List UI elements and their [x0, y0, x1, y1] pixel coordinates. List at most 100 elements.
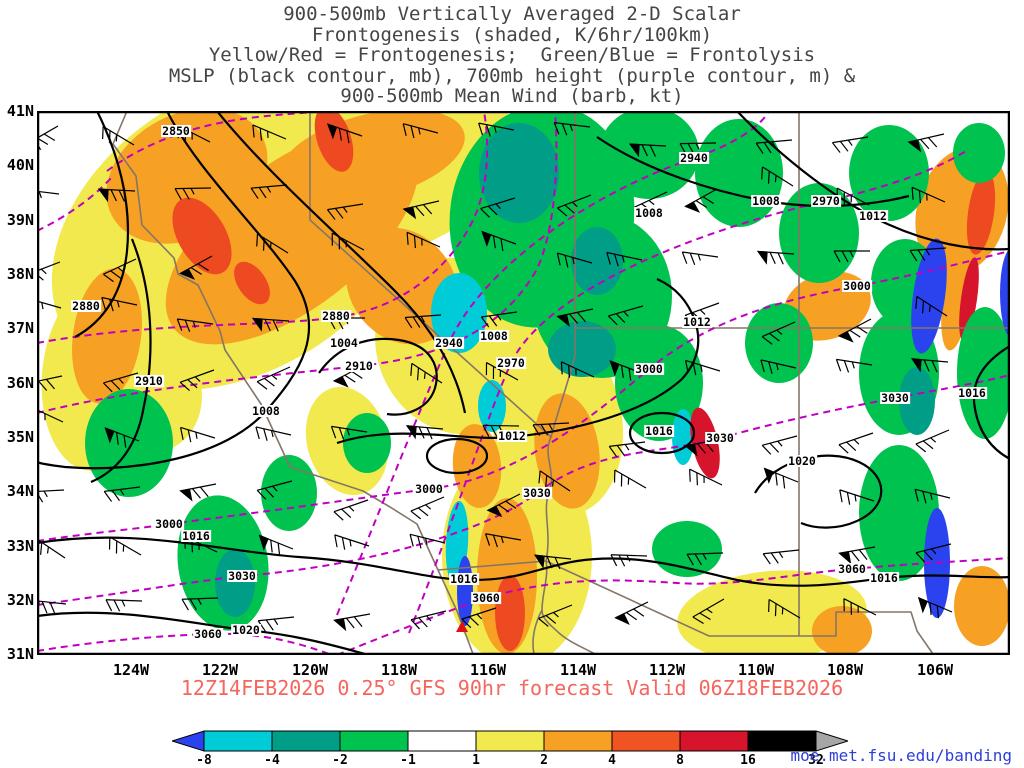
mslp-contour [37, 111, 311, 470]
nevada-utah-arizona-border [550, 111, 576, 438]
credit-link[interactable]: moe.met.fsu.edu/banding [790, 746, 1012, 765]
height-contour [37, 111, 489, 344]
colorbar-tick-label: 16 [740, 753, 756, 768]
colorbar-segment [339, 730, 409, 752]
contour-label: 1008 [751, 194, 781, 208]
lat-tick-label: 33N [6, 537, 34, 555]
lat-tick-label: 36N [6, 374, 34, 392]
lat-tick-label: 35N [6, 428, 34, 446]
wind-barb-icon [37, 125, 65, 155]
height-contour [408, 148, 970, 634]
contour-label: 1016 [957, 386, 987, 400]
contour-label: 3000 [842, 279, 872, 293]
colorbar-segment [679, 730, 749, 752]
colorbar-segment [543, 730, 613, 752]
colorbar-segment [203, 730, 273, 752]
lat-tick-label: 37N [6, 319, 34, 337]
lon-tick-label: 122W [201, 661, 239, 679]
contour-label: 3030 [227, 569, 257, 583]
lat-tick-label: 40N [6, 156, 34, 174]
height-contour [37, 111, 558, 414]
colorbar-segment [271, 730, 341, 752]
lon-tick-label: 110W [737, 661, 775, 679]
colorbar-tick-label: 4 [608, 753, 616, 768]
lon-tick-label: 116W [469, 661, 507, 679]
lon-tick-label: 108W [826, 661, 864, 679]
lon-tick-label: 106W [916, 661, 954, 679]
us-mexico-border [437, 560, 934, 655]
lat-tick-label: 32N [6, 591, 34, 609]
colorbar-segment [475, 730, 545, 752]
colorbar-segment [611, 730, 681, 752]
contour-label: 2880 [321, 309, 351, 323]
lon-tick-label: 118W [380, 661, 418, 679]
contour-label: 1020 [231, 623, 261, 637]
wind-barb-icon [333, 613, 373, 632]
contour-label: 2940 [679, 151, 709, 165]
mslp-contour [972, 345, 1010, 460]
california-baja-coastline [112, 111, 474, 655]
colorbar-tick-label: -4 [264, 753, 280, 768]
contour-label: 2970 [496, 356, 526, 370]
contour-label: 1012 [497, 429, 527, 443]
wind-barb-icon [761, 435, 801, 457]
wind-barb-icon [762, 549, 801, 566]
contour-label: 1012 [682, 315, 712, 329]
wind-barb-icon [105, 599, 143, 613]
wind-barb-icon [405, 425, 444, 441]
contour-label: 1008 [634, 206, 664, 220]
contour-label: 3000 [634, 362, 664, 376]
colorbar-tick-label: 32 [808, 753, 824, 768]
contour-label: 1016 [869, 571, 899, 585]
wind-barb-icon [615, 601, 654, 629]
mslp-contour [74, 111, 130, 338]
contour-label: 1016 [449, 572, 479, 586]
lat-tick-label: 31N [6, 645, 34, 663]
mslp-contour [90, 238, 152, 484]
map-plot [37, 111, 1010, 655]
forecast-caption: 12Z14FEB2026 0.25° GFS 90hr forecast Val… [180, 676, 844, 700]
station-marker-icon [456, 621, 468, 632]
title-line-1: 900-500mb Vertically Averaged 2-D Scalar [283, 3, 741, 25]
wind-barb-icon [103, 536, 142, 566]
wind-barb-icon [838, 432, 878, 456]
colorbar-scale [170, 730, 850, 752]
wind-barb-icon [330, 534, 370, 558]
contour-label: 1008 [479, 329, 509, 343]
colorbar-arrow-left [170, 730, 205, 752]
wind-barb-icon [333, 499, 373, 523]
contour-label: 1012 [858, 209, 888, 223]
contour-label: 1020 [787, 454, 817, 468]
state-borders [112, 111, 1010, 655]
contour-label: 3000 [414, 482, 444, 496]
title-line-3: Yellow/Red = Frontogenesis; Green/Blue =… [208, 44, 816, 66]
contour-label: 1016 [181, 529, 211, 543]
map-frame [37, 111, 1010, 655]
wind-barb-icon [37, 537, 66, 568]
wind-barb-icon [608, 469, 647, 499]
contour-label: 3060 [837, 562, 867, 576]
wind-barb-icon [680, 251, 719, 269]
map-area: 41N 40N 39N 38N 37N 36N 35N 34N 33N 32N … [7, 102, 1010, 679]
title-line-4: MSLP (black contour, mb), 700mb height (… [168, 64, 856, 87]
frontogenesis-shading [41, 111, 1010, 655]
colorbar: -8 -4 -2 -1 1 2 4 8 16 32 [170, 730, 850, 768]
contour-label: 3030 [880, 391, 910, 405]
chart-title: 900-500mb Vertically Averaged 2-D Scalar… [0, 4, 1024, 107]
wind-barb-icon [257, 616, 296, 633]
mslp-contour-closed-high [628, 411, 696, 455]
contour-label: 2970 [811, 194, 841, 208]
lon-tick-label: 120W [291, 661, 329, 679]
lon-tick-label: 124W [112, 661, 150, 679]
lat-tick-label: 39N [6, 211, 34, 229]
contour-label: 3060 [193, 627, 223, 641]
mslp-contour [216, 111, 467, 414]
wind-barb-icon [37, 189, 60, 206]
contour-label: 1016 [644, 424, 674, 438]
wind-barb-icon [37, 489, 66, 504]
height-contour [336, 111, 770, 616]
contour-label: 2910 [344, 359, 374, 373]
contour-label: 2850 [161, 124, 191, 138]
contour-label: 3030 [522, 486, 552, 500]
